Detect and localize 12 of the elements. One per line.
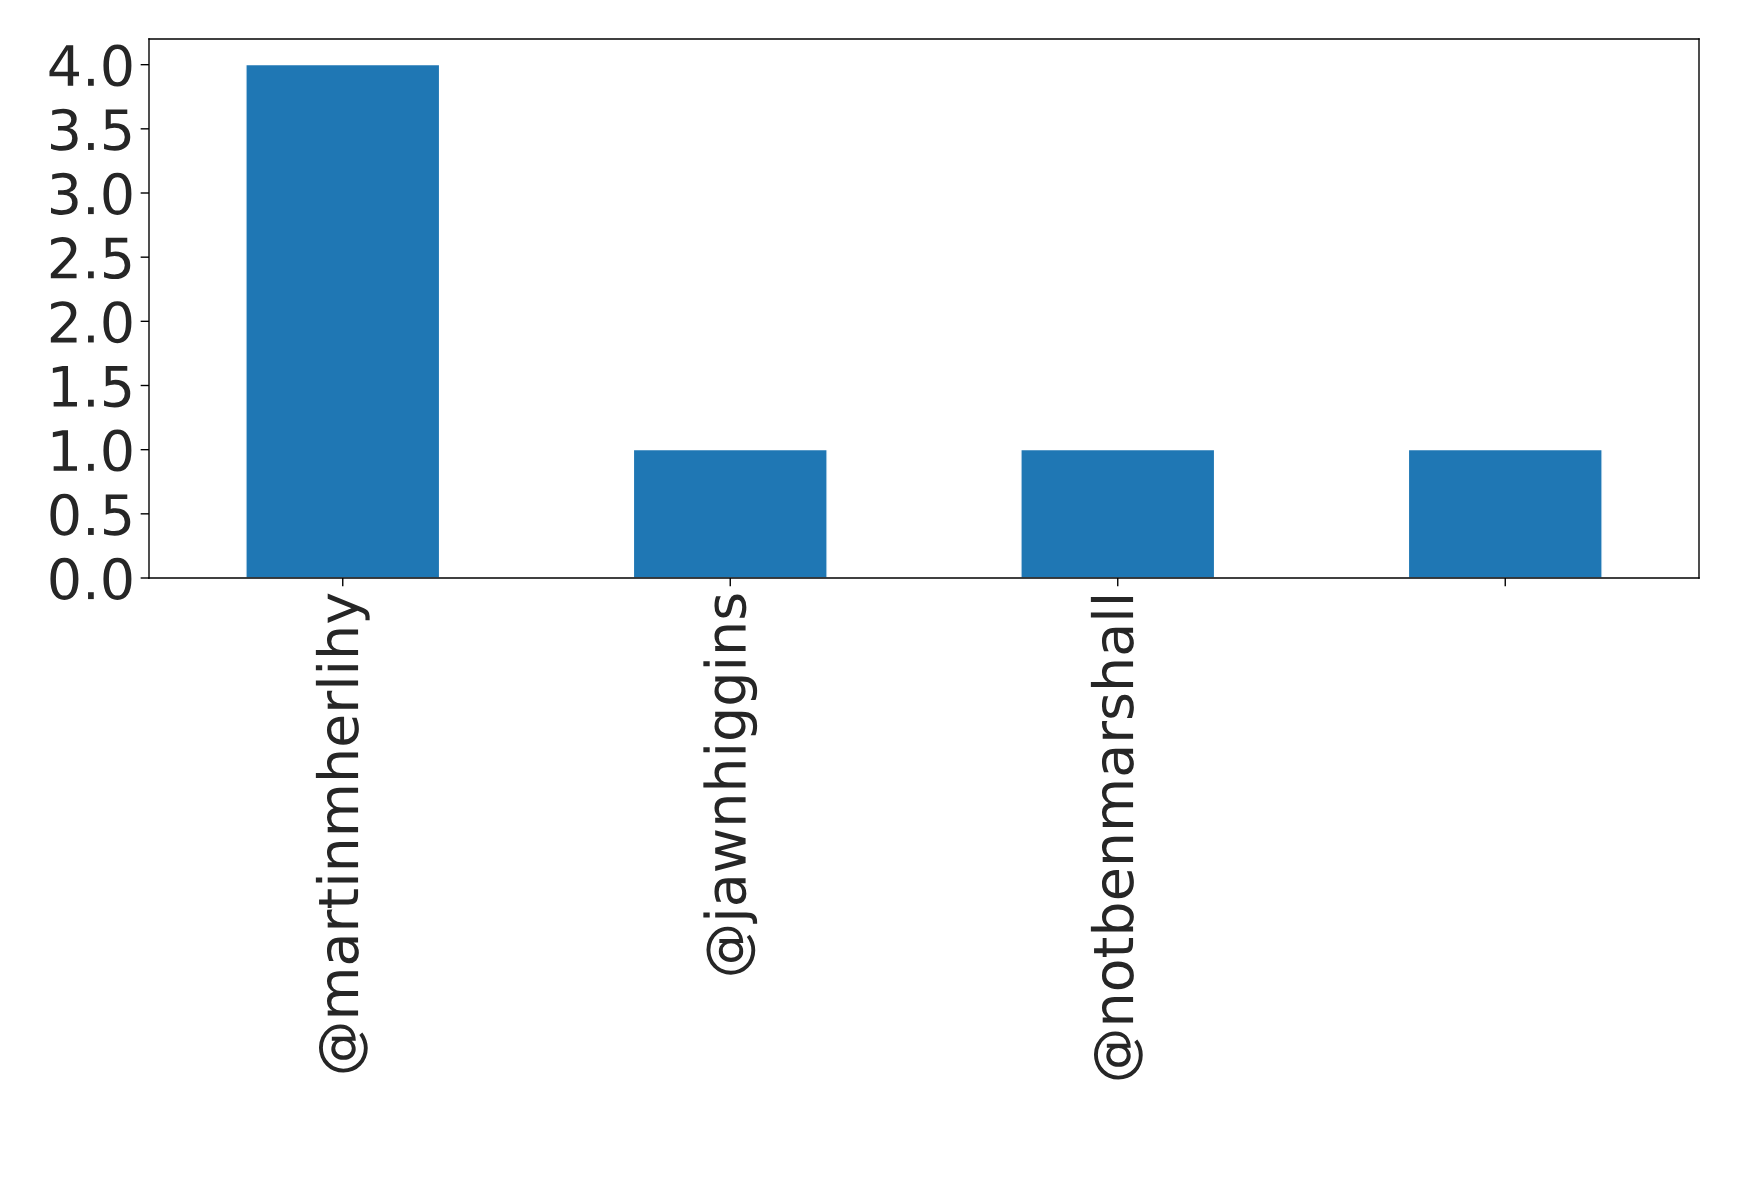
x-tick-label: @martinmherlihy xyxy=(315,593,370,1073)
y-tick-label: 3.5 xyxy=(51,108,131,151)
y-tick-label: 1.5 xyxy=(52,366,131,408)
y-tick-label: 0.0 xyxy=(50,557,132,600)
y-tick-label: 0.5 xyxy=(50,493,131,536)
y-tick-label: 4.0 xyxy=(49,44,132,87)
y-tick-label: 1.0 xyxy=(52,429,132,472)
x-tick-label: @notbenmarshall xyxy=(1090,597,1143,1080)
x-tick-label: @jawnhiggins xyxy=(703,594,758,975)
y-tick-label: 2.0 xyxy=(50,301,132,344)
y-tick-label: 2.5 xyxy=(50,237,131,280)
y-tick-label: 3.0 xyxy=(51,172,132,215)
